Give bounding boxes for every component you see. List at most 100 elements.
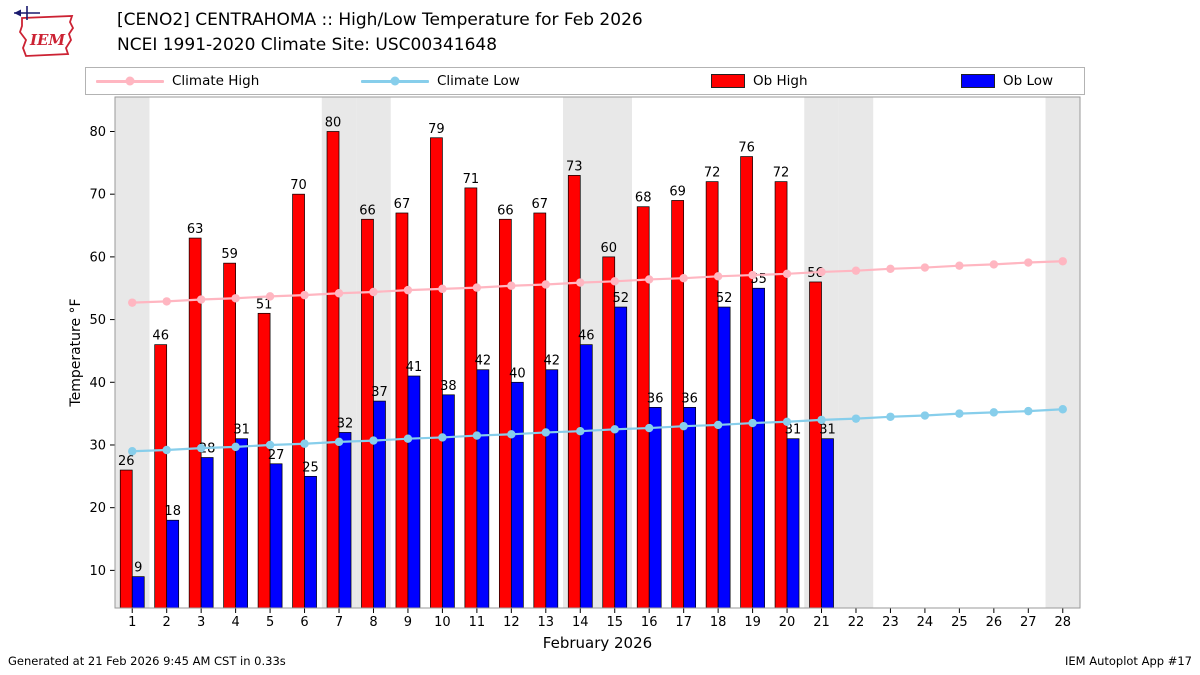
- climate-high-marker: [231, 294, 240, 303]
- ob-high-value-label: 67: [394, 197, 411, 212]
- ob-high-value-label: 70: [290, 178, 307, 193]
- ob-high-value-label: 69: [669, 184, 686, 199]
- legend-label-climate-low: Climate Low: [437, 73, 520, 89]
- y-tick-label: 50: [89, 313, 106, 328]
- ob-high-bar: [395, 212, 409, 609]
- chart-subtitle: NCEI 1991-2020 Climate Site: USC00341648: [117, 35, 498, 55]
- app-id: IEM Autoplot App #17: [1064, 654, 1192, 668]
- x-tick-label: 18: [710, 615, 727, 630]
- climate-high-marker: [265, 292, 275, 301]
- x-tick-label: 23: [882, 615, 899, 630]
- x-tick-label: 5: [266, 615, 274, 630]
- ob-low-bar: [683, 407, 697, 609]
- ob-low-bar: [338, 432, 352, 609]
- climate-high-marker: [748, 270, 757, 280]
- y-tick-label: 20: [89, 501, 106, 516]
- climate-high-marker: [507, 281, 516, 290]
- legend: Climate High Climate Low Ob High Ob Low: [85, 67, 1085, 95]
- ob-high-value-label: 60: [600, 241, 617, 256]
- climate-high-marker: [920, 263, 930, 272]
- y-tick-label: 60: [89, 250, 106, 265]
- climate-high-marker: [955, 261, 964, 270]
- ob-high-value-label: 51: [256, 297, 273, 312]
- legend-item-ob-low: Ob Low: [961, 68, 1053, 94]
- climate-low-marker: [989, 408, 999, 417]
- ob-high-value-label: 63: [187, 222, 204, 237]
- climate-low-marker: [748, 418, 757, 428]
- ob-high-value-label: 46: [152, 329, 169, 344]
- x-tick-label: 28: [1054, 615, 1071, 630]
- plot-frame: [114, 96, 1081, 609]
- ob-low-bar: [131, 576, 145, 609]
- iem-logo-graphic: IEM: [14, 6, 75, 57]
- ob-low-bar: [752, 287, 765, 609]
- iem-logo-text: IEM: [29, 31, 65, 49]
- ob-low-value-label: 25: [302, 460, 319, 475]
- climate-low-line: [132, 408, 1063, 453]
- climate-low-marker: [920, 411, 930, 420]
- chart-title: [CENO2] CENTRAHOMA :: High/Low Temperatu…: [117, 10, 643, 30]
- x-tick-label: 16: [641, 615, 658, 630]
- ob-high-sample: [711, 74, 745, 88]
- ob-low-bar: [717, 306, 731, 609]
- ob-high-value-label: 68: [635, 191, 652, 206]
- x-tick-label: 24: [917, 615, 934, 630]
- legend-label-ob-high: Ob High: [753, 73, 808, 89]
- ob-high-value-label: 76: [738, 141, 755, 156]
- ob-high-bar: [430, 137, 443, 609]
- ob-high-bar: [326, 131, 340, 609]
- climate-low-marker: [507, 430, 516, 439]
- ob-low-bar: [200, 457, 214, 609]
- x-tick-label: 22: [848, 615, 865, 630]
- ob-low-bar: [235, 438, 248, 609]
- x-tick-label: 27: [1020, 615, 1037, 630]
- climate-low-marker: [541, 428, 551, 437]
- weekend-band: [838, 97, 874, 608]
- ob-low-value-label: 46: [578, 329, 595, 344]
- x-tick-label: 15: [606, 615, 623, 630]
- ob-low-bar: [821, 438, 834, 609]
- climate-low-marker: [644, 423, 654, 433]
- ob-high-bar: [567, 175, 581, 609]
- climate-low-marker: [1058, 405, 1067, 414]
- legend-item-climate-high: Climate High: [96, 68, 259, 94]
- ob-high-value-label: 59: [221, 247, 238, 262]
- ob-high-value-label: 71: [463, 172, 480, 187]
- climate-high-marker: [989, 260, 999, 269]
- ob-low-value-label: 41: [406, 360, 423, 375]
- ob-low-bar: [304, 475, 317, 609]
- y-tick-label: 30: [89, 438, 106, 453]
- climate-high-marker: [128, 298, 137, 307]
- x-tick-label: 14: [572, 615, 589, 630]
- climate-high-marker: [369, 287, 378, 297]
- climate-low-marker: [162, 445, 171, 455]
- climate-low-marker: [403, 434, 413, 443]
- y-tick-label: 10: [89, 564, 106, 579]
- climate-high-marker: [679, 274, 688, 283]
- ob-low-value-label: 52: [612, 291, 629, 306]
- x-tick-label: 11: [469, 615, 486, 630]
- x-tick-label: 19: [744, 615, 761, 630]
- climate-high-marker-icon: [125, 76, 135, 86]
- climate-high-marker: [541, 280, 551, 289]
- x-tick-label: 26: [986, 615, 1003, 630]
- climate-low-marker: [576, 426, 585, 436]
- ob-high-value-label: 80: [325, 115, 342, 130]
- climate-high-marker: [196, 295, 206, 304]
- climate-high-marker: [1024, 258, 1033, 267]
- ob-low-value-label: 31: [785, 423, 802, 438]
- ob-high-value-label: 26: [118, 454, 135, 469]
- climate-low-marker: [128, 447, 137, 456]
- ob-low-value-label: 36: [681, 391, 698, 406]
- ob-low-bar: [579, 344, 593, 609]
- climate-low-marker: [438, 433, 447, 442]
- climate-high-marker: [817, 267, 826, 277]
- x-tick-label: 6: [300, 615, 308, 630]
- ob-low-bar: [510, 381, 524, 609]
- ob-low-bar: [373, 400, 386, 609]
- climate-low-marker: [231, 442, 240, 452]
- climate-high-marker: [1058, 257, 1067, 266]
- x-axis-label: February 2026: [543, 634, 652, 652]
- ob-high-bar: [464, 187, 478, 609]
